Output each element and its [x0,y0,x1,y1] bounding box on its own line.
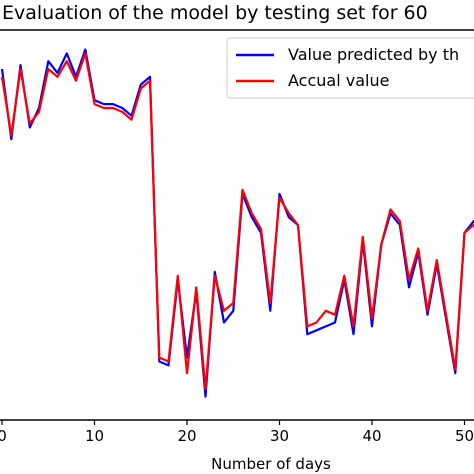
x-axis-label: Number of days [211,455,331,473]
series-line-predicted [0,48,474,398]
legend-box [226,37,474,99]
x-tick-label: 20 [177,427,196,445]
x-tick-label: 40 [362,427,381,445]
x-axis-ticks: 0 10 20 30 40 50 [0,420,474,445]
legend-label: Value predicted by th [288,45,459,64]
legend-label: Accual value [288,71,389,90]
series-lines [0,48,474,398]
plot-area [0,29,474,421]
chart-title: Evaluation of the model by testing set f… [2,2,428,24]
series-line-actual [0,52,474,390]
x-tick-label: 50 [455,427,474,445]
x-tick-label: 30 [270,427,289,445]
legend: Value predicted by th Accual value [226,37,474,99]
x-tick-label: 0 [0,427,7,445]
x-tick-label: 10 [85,427,104,445]
